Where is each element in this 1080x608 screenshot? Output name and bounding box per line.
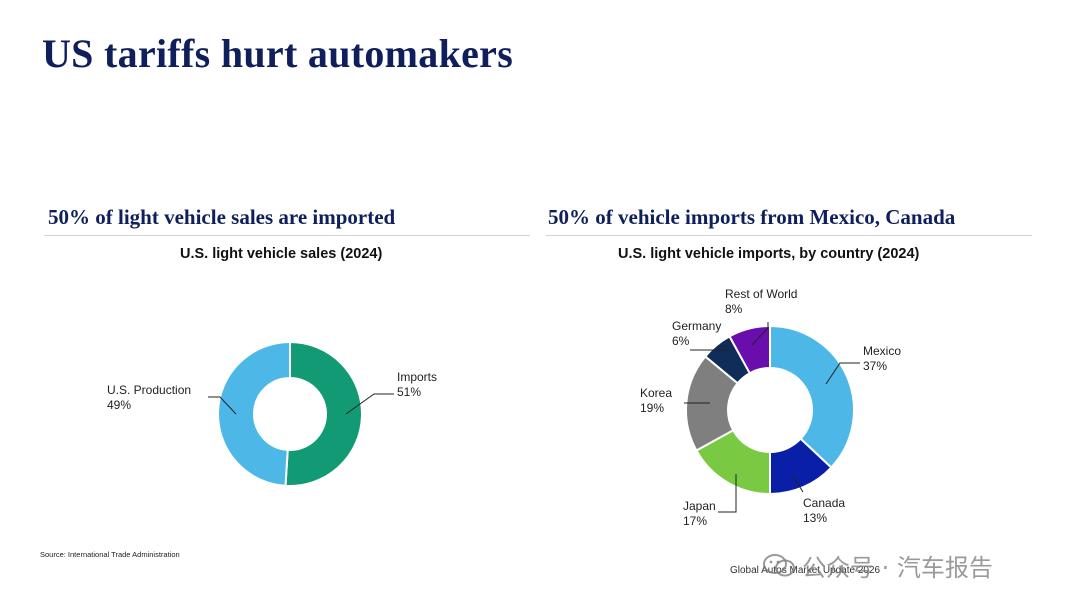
value-label-mexico: 37% [863,359,887,373]
value-label-rest-of-world: 8% [725,302,743,316]
chat-bubble-icon [763,553,795,576]
left-chart-title: U.S. light vehicle sales (2024) [180,246,383,262]
watermark: 公众号 · 汽车报告 [762,548,993,583]
label-korea: Korea [640,386,672,400]
leader-line-mexico [825,362,860,385]
slice-mexico [769,324,855,469]
slice-rest-of-world [728,324,771,375]
label-germany: Germany [672,319,721,333]
label-canada: Canada [803,496,845,510]
right-heading-rule [546,235,1032,236]
value-label-imports: 51% [397,385,421,399]
right-chart-title: U.S. light vehicle imports, by country (… [618,246,920,262]
leader-line-u-s-production [208,396,237,415]
left-panel-heading: 50% of light vehicle sales are imported [48,205,396,229]
value-label-japan: 17% [683,514,707,528]
slide-title: US tariffs hurt automakers [42,31,514,76]
watermark-text: 公众号 · 汽车报告 [802,554,993,582]
footer-note: Global Autos Market Update 2026 [730,565,881,576]
right-panel-heading: 50% of vehicle imports from Mexico, Cana… [548,205,956,229]
value-label-korea: 19% [640,401,664,415]
label-imports: Imports [397,370,437,384]
leader-line-canada [792,475,804,493]
leader-line-imports [345,393,394,415]
leader-line-rest-of-world [751,322,769,346]
label-japan: Japan [683,499,716,513]
label-mexico: Mexico [863,344,901,358]
source-note: Source: International Trade Administrati… [40,550,180,559]
value-label-germany: 6% [672,334,690,348]
leader-line-japan [718,474,737,513]
slice-u-s-production [217,340,291,487]
value-label-u-s-production: 49% [107,398,131,412]
value-label-canada: 13% [803,511,827,525]
label-rest-of-world: Rest of World [725,287,797,301]
left-heading-rule [44,235,530,236]
slice-imports [284,340,363,487]
leader-line-germany [690,345,727,351]
label-u-s-production: U.S. Production [107,383,191,397]
